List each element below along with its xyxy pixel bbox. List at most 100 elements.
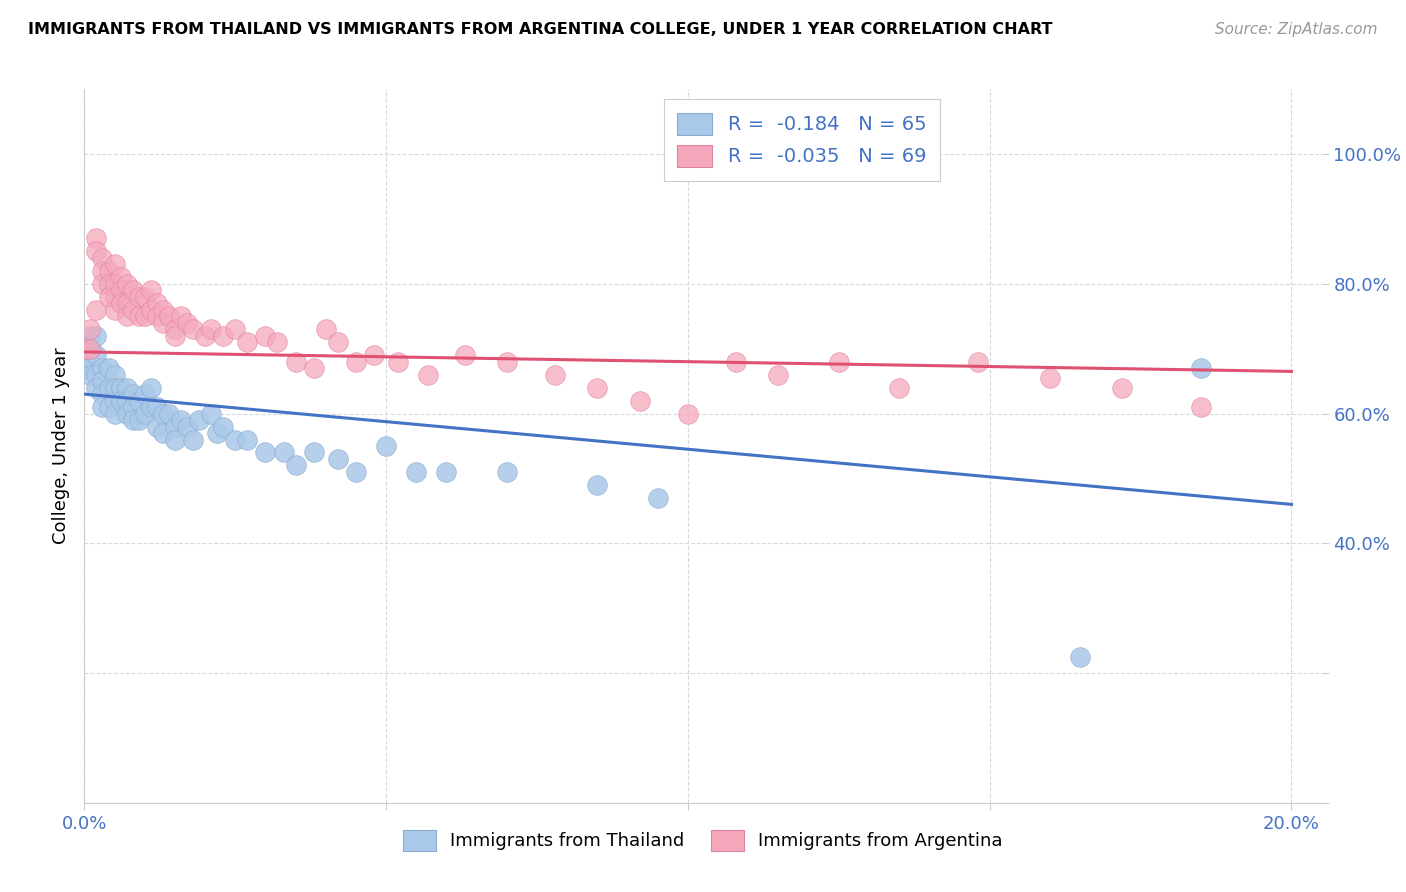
Point: [176, 316, 198, 330]
Point: [157, 407, 180, 421]
Point: [91, 264, 114, 278]
Text: IMMIGRANTS FROM THAILAND VS IMMIGRANTS FROM ARGENTINA COLLEGE, UNDER 1 YEAR CORR: IMMIGRANTS FROM THAILAND VS IMMIGRANTS F…: [28, 22, 1053, 37]
Point: [586, 478, 609, 492]
Point: [110, 270, 132, 285]
Point: [224, 433, 246, 447]
Point: [79, 354, 101, 368]
Point: [1039, 371, 1062, 385]
Point: [121, 400, 143, 414]
Point: [586, 381, 609, 395]
Point: [121, 302, 143, 317]
Point: [966, 354, 988, 368]
Point: [128, 393, 150, 408]
Point: [1069, 649, 1091, 664]
Point: [91, 400, 114, 414]
Point: [73, 345, 96, 359]
Point: [103, 290, 125, 304]
Point: [768, 368, 790, 382]
Legend: Immigrants from Thailand, Immigrants from Argentina: Immigrants from Thailand, Immigrants fro…: [396, 822, 1010, 858]
Point: [163, 419, 186, 434]
Point: [152, 407, 174, 421]
Point: [86, 244, 108, 259]
Point: [115, 296, 138, 310]
Point: [115, 381, 138, 395]
Point: [134, 290, 156, 304]
Point: [375, 439, 398, 453]
Point: [97, 400, 120, 414]
Point: [181, 322, 204, 336]
Point: [315, 322, 337, 336]
Point: [110, 283, 132, 297]
Point: [73, 342, 96, 356]
Point: [79, 368, 101, 382]
Point: [139, 302, 162, 317]
Point: [146, 296, 169, 310]
Point: [647, 491, 669, 505]
Point: [302, 361, 325, 376]
Point: [146, 310, 169, 324]
Point: [302, 445, 325, 459]
Point: [418, 368, 440, 382]
Point: [254, 445, 277, 459]
Point: [103, 407, 125, 421]
Point: [1111, 381, 1133, 395]
Point: [828, 354, 851, 368]
Point: [103, 381, 125, 395]
Point: [115, 277, 138, 291]
Point: [110, 393, 132, 408]
Point: [495, 465, 517, 479]
Point: [224, 322, 246, 336]
Point: [344, 354, 367, 368]
Point: [205, 425, 228, 440]
Point: [266, 335, 288, 350]
Point: [115, 393, 138, 408]
Point: [544, 368, 567, 382]
Point: [79, 322, 101, 336]
Point: [176, 419, 198, 434]
Point: [163, 433, 186, 447]
Point: [194, 328, 217, 343]
Point: [97, 290, 120, 304]
Point: [79, 342, 101, 356]
Point: [152, 425, 174, 440]
Point: [387, 354, 409, 368]
Point: [157, 310, 180, 324]
Point: [79, 328, 101, 343]
Point: [103, 257, 125, 271]
Point: [200, 407, 222, 421]
Point: [152, 302, 174, 317]
Point: [163, 322, 186, 336]
Point: [110, 296, 132, 310]
Point: [212, 419, 235, 434]
Point: [79, 342, 101, 356]
Point: [236, 433, 259, 447]
Point: [284, 354, 307, 368]
Point: [103, 393, 125, 408]
Point: [121, 413, 143, 427]
Point: [103, 368, 125, 382]
Point: [86, 231, 108, 245]
Point: [134, 310, 156, 324]
Point: [103, 277, 125, 291]
Point: [405, 465, 427, 479]
Point: [326, 452, 349, 467]
Point: [254, 328, 277, 343]
Point: [128, 310, 150, 324]
Point: [103, 302, 125, 317]
Point: [134, 387, 156, 401]
Point: [86, 368, 108, 382]
Point: [86, 328, 108, 343]
Point: [284, 458, 307, 473]
Point: [139, 283, 162, 297]
Text: Source: ZipAtlas.com: Source: ZipAtlas.com: [1215, 22, 1378, 37]
Point: [91, 361, 114, 376]
Point: [115, 310, 138, 324]
Point: [91, 277, 114, 291]
Point: [436, 465, 458, 479]
Point: [344, 465, 367, 479]
Point: [273, 445, 295, 459]
Point: [725, 354, 748, 368]
Point: [1189, 361, 1212, 376]
Point: [139, 400, 162, 414]
Y-axis label: College, Under 1 year: College, Under 1 year: [52, 348, 70, 544]
